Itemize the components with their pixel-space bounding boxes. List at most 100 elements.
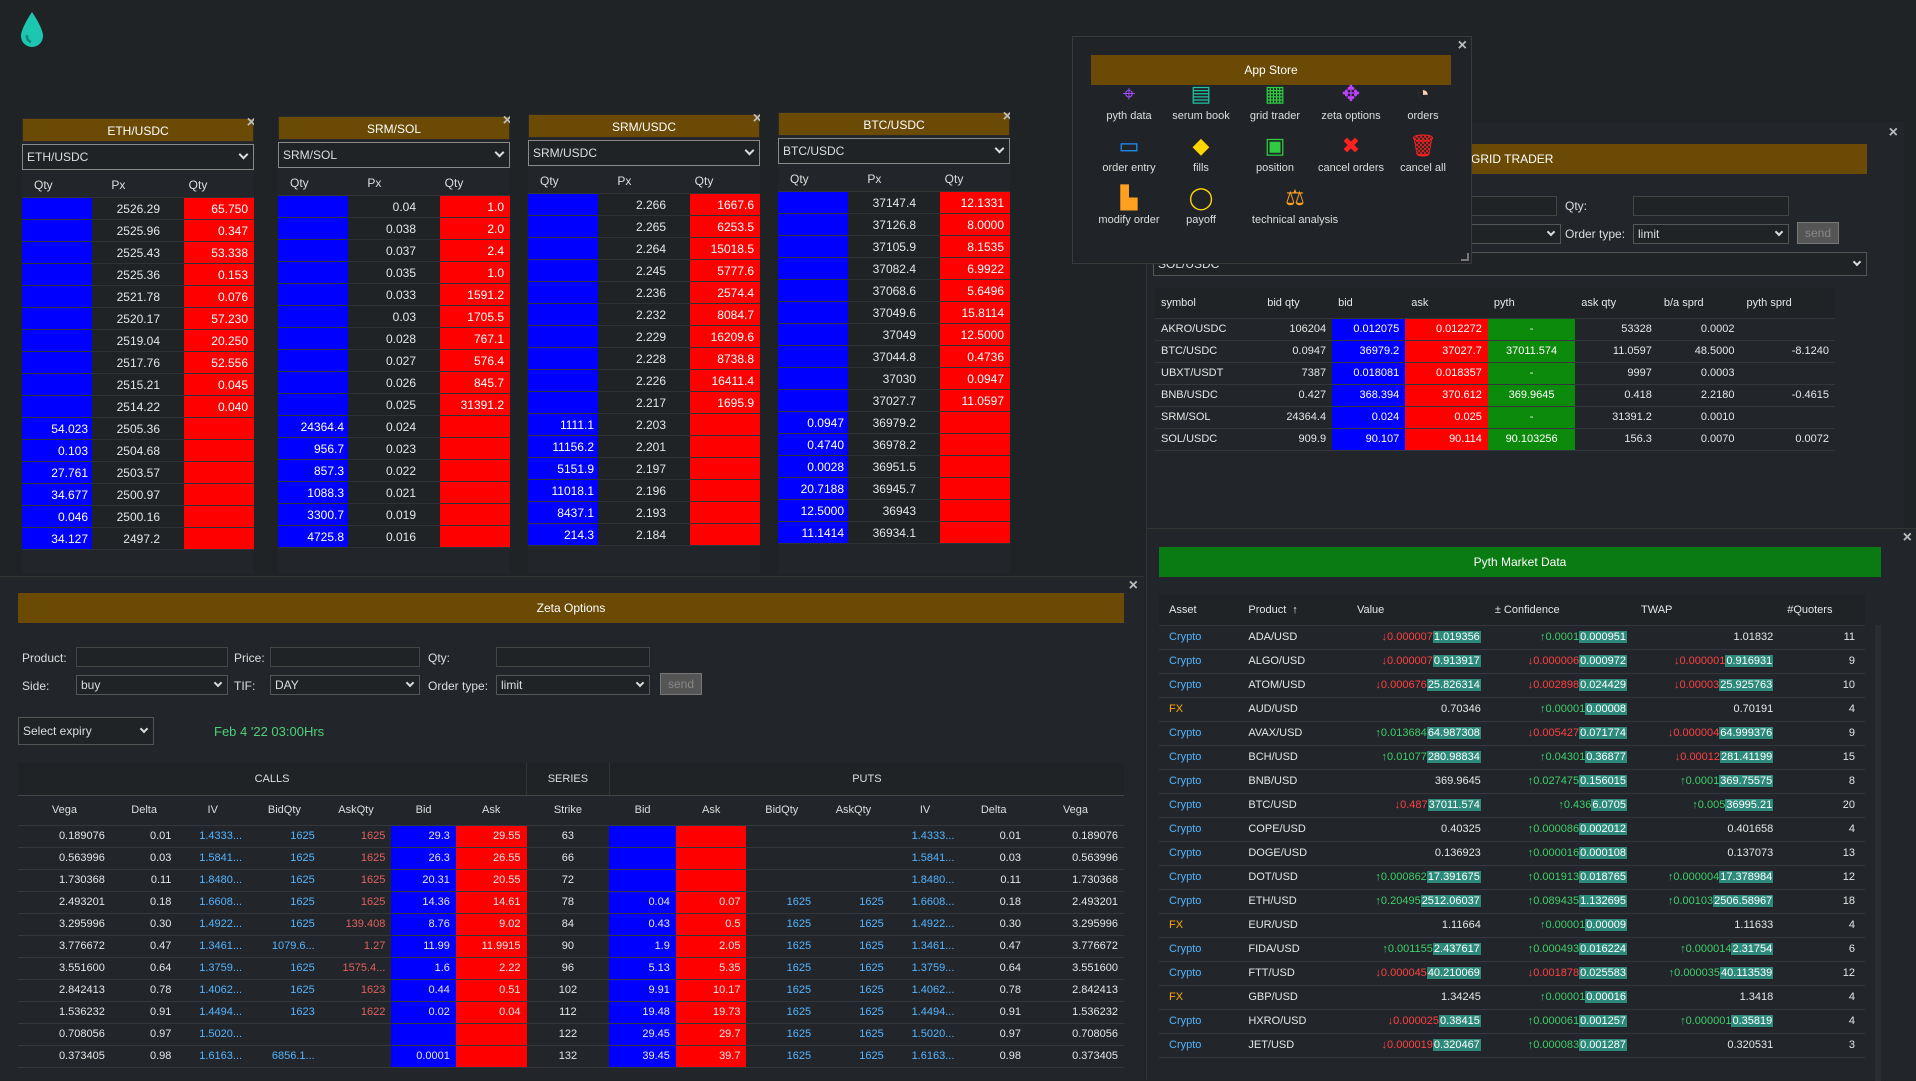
grid-price-field[interactable] bbox=[1467, 196, 1557, 216]
orderbook-row[interactable]: 5151.9 2.197 bbox=[528, 458, 760, 480]
table-row[interactable]: Crypto COPE/USD 0.40325 ↑0.0000860.002012 0.… bbox=[1159, 817, 1865, 842]
orderbook-row[interactable]: 37068.6 5.6496 bbox=[778, 280, 1010, 302]
table-row[interactable]: Crypto ATOM/USD ↓0.00067625.826314 ↓0.00289… bbox=[1159, 673, 1865, 698]
orderbook-row[interactable]: 37049.6 15.8114 bbox=[778, 302, 1010, 324]
app-payoff[interactable]: ◯ payoff bbox=[1161, 181, 1241, 226]
orderbook-row[interactable]: 37082.4 6.9922 bbox=[778, 258, 1010, 280]
zeta-product-field[interactable] bbox=[76, 647, 228, 667]
app-cancel-orders[interactable]: ✖ cancel orders bbox=[1311, 129, 1391, 174]
table-row[interactable]: FX GBP/USD 1.34245 ↑0.000010.00016 1.3418 4 bbox=[1159, 985, 1865, 1010]
orderbook-row[interactable]: 2525.96 0.347 bbox=[22, 220, 254, 242]
close-icon[interactable]: × bbox=[1002, 112, 1010, 125]
table-row[interactable]: 0.708056 0.97 1.5020... 122 29.45 29.7 1625 162… bbox=[18, 1023, 1124, 1046]
column-header[interactable]: #Quoters bbox=[1777, 595, 1865, 626]
orderbook-row[interactable]: 2.228 8738.8 bbox=[528, 348, 760, 370]
app-orders[interactable]: ◔ orders bbox=[1383, 77, 1463, 122]
orderbook-row[interactable]: 1111.1 2.203 bbox=[528, 414, 760, 436]
table-row[interactable]: FX AUD/USD 0.70346 ↑0.000010.00008 0.70191 4 bbox=[1159, 697, 1865, 722]
column-header[interactable]: BidQty bbox=[746, 795, 818, 826]
table-row[interactable]: 3.776672 0.47 1.3461... 1079.6... 1.27 11.99 1… bbox=[18, 935, 1124, 958]
app-technical-analysis[interactable]: ⚖ technical analysis bbox=[1245, 181, 1345, 226]
orderbook-row[interactable]: 2.265 6253.5 bbox=[528, 216, 760, 238]
close-icon[interactable]: × bbox=[246, 118, 254, 131]
orderbook-row[interactable]: 4725.8 0.016 bbox=[278, 526, 510, 548]
app-cancel-all[interactable]: 🗑 cancel all bbox=[1383, 129, 1463, 174]
app-grid-trader[interactable]: ▦ grid trader bbox=[1235, 77, 1315, 122]
close-icon[interactable]: × bbox=[502, 116, 510, 129]
orderbook-row[interactable]: 857.3 0.022 bbox=[278, 460, 510, 482]
column-header[interactable]: ask bbox=[1405, 288, 1488, 319]
orderbook-row[interactable]: 1088.3 0.021 bbox=[278, 482, 510, 504]
orderbook-row[interactable]: 2525.36 0.153 bbox=[22, 264, 254, 286]
orderbook-row[interactable]: 27.761 2503.57 bbox=[22, 462, 254, 484]
column-header[interactable]: BidQty bbox=[248, 795, 321, 826]
app-serum-book[interactable]: ▤ serum book bbox=[1161, 77, 1241, 122]
table-row[interactable]: 3.551600 0.64 1.3759... 1625 1575.4... 1.6 2.2… bbox=[18, 957, 1124, 980]
close-icon[interactable]: × bbox=[752, 114, 760, 127]
column-header[interactable]: symbol bbox=[1155, 288, 1262, 319]
close-icon[interactable]: × bbox=[1902, 529, 1912, 546]
table-row[interactable]: Crypto ADA/USD ↓0.0000071.019356 ↑0.00010.0… bbox=[1159, 625, 1865, 650]
orderbook-row[interactable]: 34.677 2500.97 bbox=[22, 484, 254, 506]
table-row[interactable]: Crypto BCH/USD ↑0.01077280.98834 ↑0.043010.… bbox=[1159, 745, 1865, 770]
orderbook-row[interactable]: 0.026 845.7 bbox=[278, 372, 510, 394]
grid-side-select[interactable] bbox=[1467, 224, 1561, 244]
orderbook-row[interactable]: 12.5000 36943 bbox=[778, 500, 1010, 522]
column-header[interactable]: pyth sprd bbox=[1740, 288, 1835, 319]
close-icon[interactable]: × bbox=[1128, 577, 1138, 594]
orderbook-row[interactable]: 0.028 767.1 bbox=[278, 328, 510, 350]
table-row[interactable]: Crypto FIDA/USD ↑0.0011552.437617 ↑0.000493… bbox=[1159, 937, 1865, 962]
zeta-send-button[interactable]: send bbox=[660, 673, 702, 695]
column-header[interactable]: Strike bbox=[526, 795, 610, 826]
close-icon[interactable]: × bbox=[1457, 37, 1467, 54]
orderbook-row[interactable]: 2.245 5777.6 bbox=[528, 260, 760, 282]
column-header[interactable]: AskQty bbox=[320, 795, 392, 826]
app-fills[interactable]: ◆ fills bbox=[1161, 129, 1241, 174]
orderbook-row[interactable]: 0.0947 36979.2 bbox=[778, 412, 1010, 434]
orderbook-row[interactable]: 2514.22 0.040 bbox=[22, 396, 254, 418]
column-header[interactable]: Product ↑ bbox=[1238, 595, 1347, 626]
table-row[interactable]: Crypto BTC/USD ↓0.48737011.574 ↑0.4366.0705… bbox=[1159, 793, 1865, 818]
orderbook-row[interactable]: 11018.1 2.196 bbox=[528, 480, 760, 502]
orderbook-row[interactable]: 11156.2 2.201 bbox=[528, 436, 760, 458]
pair-select[interactable]: BTC/USDC bbox=[778, 138, 1010, 164]
table-row[interactable]: Crypto DOT/USD ↑0.00086217.391675 ↑0.001913… bbox=[1159, 865, 1865, 890]
orderbook-row[interactable]: 956.7 0.023 bbox=[278, 438, 510, 460]
table-row[interactable]: SOL/USDC 909.9 90.107 90.114 90.103256 156.3 0… bbox=[1155, 428, 1835, 451]
orderbook-row[interactable]: 8437.1 2.193 bbox=[528, 502, 760, 524]
orderbook-row[interactable]: 37049 12.5000 bbox=[778, 324, 1010, 346]
orderbook-row[interactable]: 37147.4 12.1331 bbox=[778, 192, 1010, 214]
table-row[interactable]: FX EUR/USD 1.11664 ↑0.000010.00009 1.11633 4 bbox=[1159, 913, 1865, 938]
column-header[interactable]: bid bbox=[1332, 288, 1406, 319]
table-row[interactable]: Crypto FTT/USD ↓0.00004540.210069 ↓0.001878… bbox=[1159, 961, 1865, 986]
orderbook-row[interactable]: 0.103 2504.68 bbox=[22, 440, 254, 462]
app-modify-order[interactable]: ▙ modify order bbox=[1089, 181, 1169, 226]
column-header[interactable]: b/a sprd bbox=[1657, 288, 1741, 319]
grid-qty-field[interactable] bbox=[1633, 196, 1789, 216]
orderbook-row[interactable]: 2519.04 20.250 bbox=[22, 330, 254, 352]
orderbook-row[interactable]: 2.217 1695.9 bbox=[528, 392, 760, 414]
column-header[interactable]: IV bbox=[889, 795, 961, 826]
orderbook-row[interactable]: 0.027 576.4 bbox=[278, 350, 510, 372]
orderbook-row[interactable]: 54.023 2505.36 bbox=[22, 418, 254, 440]
table-row[interactable]: 0.563996 0.03 1.5841... 1625 1625 26.3 26.55 66… bbox=[18, 847, 1124, 870]
table-row[interactable]: SRM/SOL 24364.4 0.024 0.025-31391.2 0.0010 bbox=[1155, 406, 1835, 429]
column-header[interactable]: pyth bbox=[1487, 288, 1576, 319]
orderbook-row[interactable]: 37027.7 11.0597 bbox=[778, 390, 1010, 412]
orderbook-row[interactable]: 37044.8 0.4736 bbox=[778, 346, 1010, 368]
table-row[interactable]: AKRO/USDC 106204 0.012075 0.012272-53328 0.0… bbox=[1155, 318, 1835, 341]
orderbook-row[interactable]: 0.046 2500.16 bbox=[22, 506, 254, 528]
orderbook-row[interactable]: 2515.21 0.045 bbox=[22, 374, 254, 396]
zeta-qty-field[interactable] bbox=[496, 647, 650, 667]
orderbook-row[interactable]: 2.232 8084.7 bbox=[528, 304, 760, 326]
pair-select[interactable]: SRM/SOL bbox=[278, 142, 510, 168]
pair-select[interactable]: ETH/USDC bbox=[22, 144, 254, 170]
table-row[interactable]: 3.295996 0.30 1.4922... 1625 139.408 8.76 9.02… bbox=[18, 913, 1124, 936]
table-row[interactable]: UBXT/USDT 7387 0.018081 0.018357-9997 0.0003 bbox=[1155, 362, 1835, 385]
orderbook-row[interactable]: 2520.17 57.230 bbox=[22, 308, 254, 330]
column-header[interactable]: Vega bbox=[1026, 795, 1124, 826]
table-row[interactable]: BTC/USDC 0.0947 36979.2 37027.7 37011.574 11.… bbox=[1155, 340, 1835, 363]
table-row[interactable]: 1.536232 0.91 1.4494... 1623 1622 0.02 0.04 112… bbox=[18, 1001, 1124, 1024]
orderbook-row[interactable]: 2.226 16411.4 bbox=[528, 370, 760, 392]
column-header[interactable]: Asset bbox=[1159, 595, 1239, 626]
